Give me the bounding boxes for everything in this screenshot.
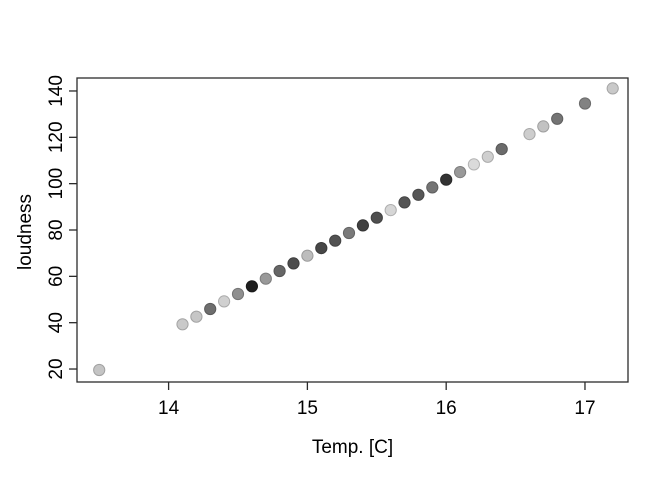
data-point: [384, 204, 397, 217]
x-tick-label: 17: [574, 398, 595, 419]
data-point: [370, 211, 383, 224]
x-tick-label: 14: [158, 398, 180, 419]
data-point: [176, 318, 189, 331]
data-point: [440, 173, 453, 186]
data-point: [481, 150, 494, 163]
data-point: [523, 128, 536, 141]
data-point: [342, 226, 356, 240]
y-tick-label: 100: [46, 168, 67, 200]
data-point: [259, 272, 272, 285]
data-point: [537, 120, 550, 133]
y-tick-label: 140: [46, 75, 67, 107]
data-point: [495, 143, 508, 156]
data-point: [273, 264, 286, 278]
data-point: [454, 166, 467, 179]
y-tick-label: 120: [46, 121, 67, 153]
data-point: [329, 234, 342, 247]
data-point: [606, 82, 619, 95]
data-point: [578, 97, 592, 110]
x-tick-label: 15: [297, 398, 318, 419]
data-point: [426, 181, 439, 194]
data-point: [231, 287, 245, 301]
y-tick-label: 20: [46, 358, 67, 379]
data-point: [204, 302, 217, 316]
y-tick-label: 80: [46, 219, 67, 240]
data-point: [93, 363, 106, 377]
data-point: [398, 196, 411, 209]
x-tick-label: 16: [436, 398, 457, 419]
x-axis-label: Temp. [C]: [312, 437, 393, 458]
plot-layer: 14 15 16 17 20 40 60 80 100 120 140: [46, 75, 629, 419]
data-point: [315, 242, 328, 255]
data-point: [218, 295, 231, 308]
y-tick-label: 40: [46, 312, 67, 333]
y-axis-label: loudness: [15, 194, 36, 270]
data-point: [301, 249, 314, 262]
data-point: [551, 112, 564, 125]
data-point: [412, 188, 425, 201]
y-tick-label: 60: [46, 266, 67, 287]
data-point: [467, 158, 480, 171]
data-point: [356, 219, 369, 232]
data-point: [287, 257, 300, 270]
data-point: [245, 280, 258, 293]
data-point: [190, 310, 203, 323]
